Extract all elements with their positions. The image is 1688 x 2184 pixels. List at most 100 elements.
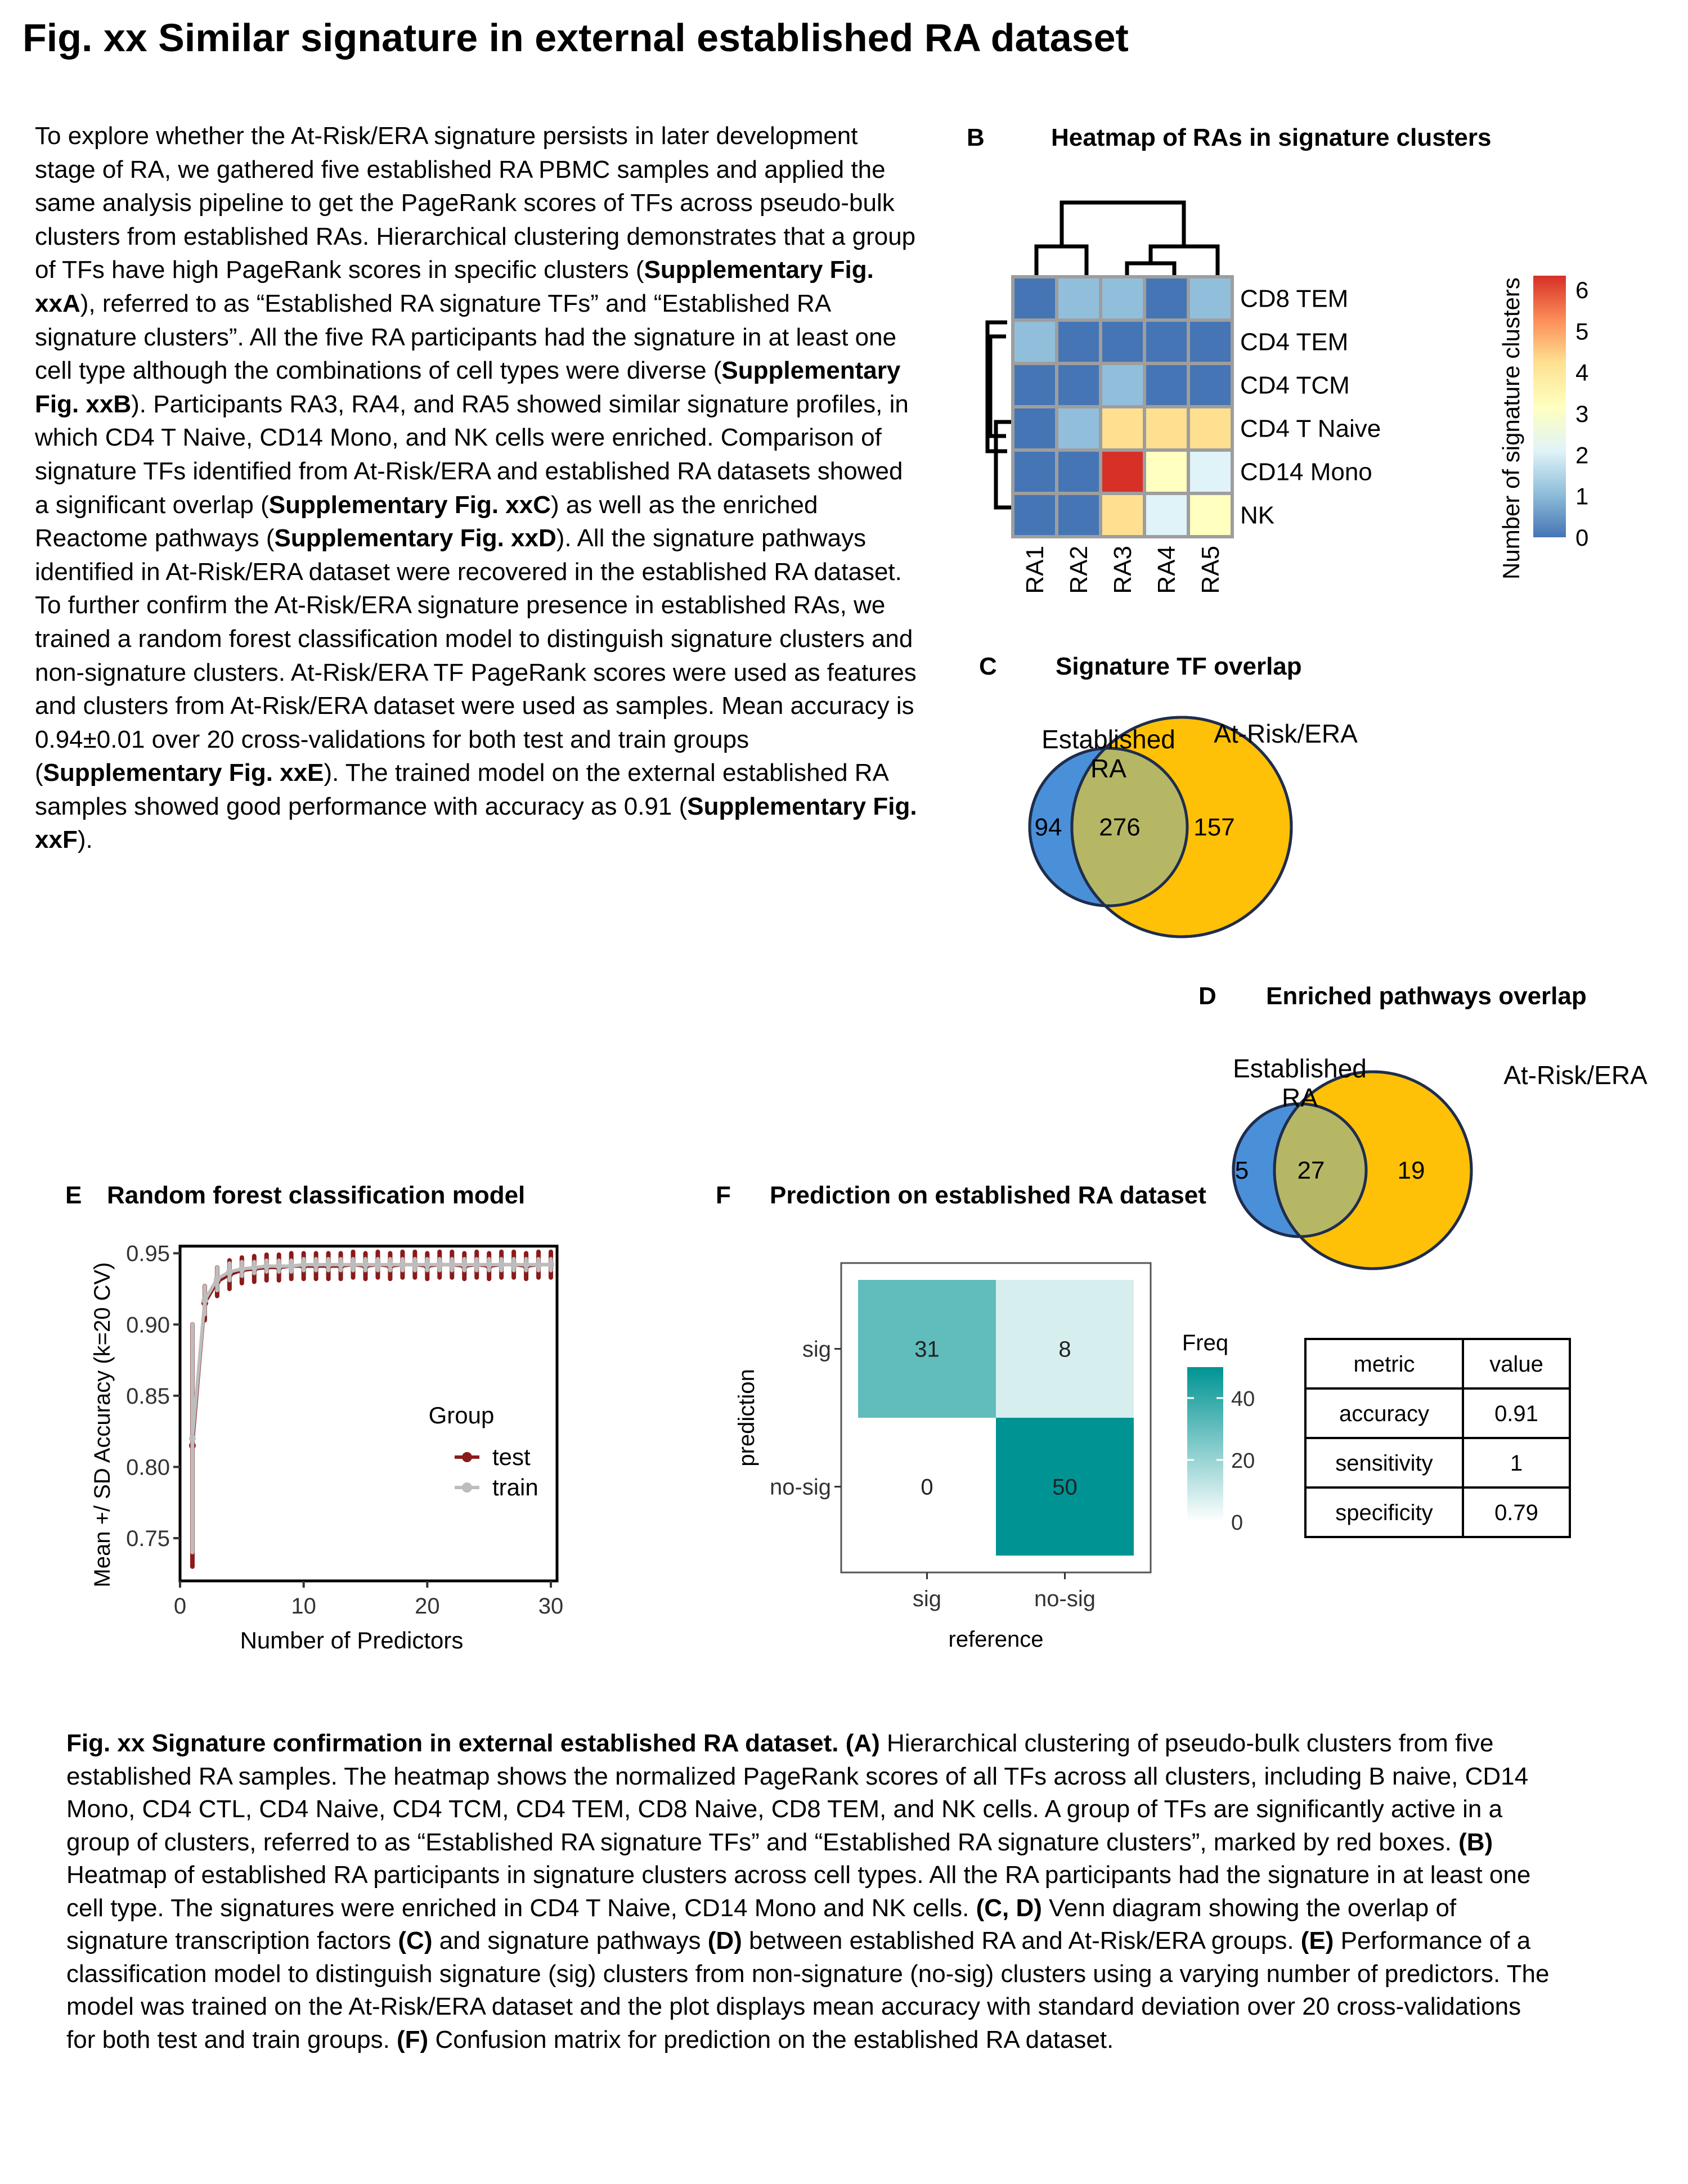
intro-bold-run: Supplementary Fig. xxD bbox=[274, 524, 556, 552]
point-train bbox=[510, 1261, 518, 1268]
panel-c-letter: C bbox=[979, 653, 997, 680]
panel-b-title: Heatmap of RAs in signature clusters bbox=[1051, 124, 1492, 151]
intro-bold-run: Supplementary Fig. xxB bbox=[35, 357, 901, 418]
caption-bold-run: (C) bbox=[398, 1927, 433, 1954]
x-axis-label: Number of Predictors bbox=[240, 1627, 464, 1653]
legend-label: test bbox=[492, 1444, 531, 1470]
confusion-cell-value: 31 bbox=[914, 1337, 940, 1362]
caption-bold-run: (B) bbox=[1458, 1828, 1493, 1856]
heatmap-column-label: RA5 bbox=[1197, 546, 1224, 594]
series-train bbox=[188, 1257, 555, 1554]
color-legend-tick: 0 bbox=[1575, 524, 1588, 551]
intro-text-run: ), referred to as “Established RA signat… bbox=[35, 289, 897, 385]
caption-bold-run: (F) bbox=[397, 2025, 429, 2053]
table-header-cell: value bbox=[1489, 1352, 1543, 1377]
color-legend-tick: 5 bbox=[1575, 318, 1588, 344]
legend-title: Freq bbox=[1182, 1331, 1228, 1355]
table-cell: accuracy bbox=[1339, 1401, 1429, 1426]
point-train bbox=[288, 1262, 295, 1270]
point-train bbox=[300, 1261, 307, 1268]
venn-label-at-risk: At-Risk/ERA bbox=[1503, 1060, 1647, 1090]
table-cell: 1 bbox=[1510, 1451, 1523, 1476]
point-train bbox=[498, 1261, 505, 1268]
point-train bbox=[374, 1261, 381, 1268]
venn-count-established-only: 5 bbox=[1235, 1157, 1249, 1184]
heatmap-row-label: CD14 Mono bbox=[1240, 459, 1372, 486]
panel-d-title: Enriched pathways overlap bbox=[1266, 982, 1587, 1010]
heatmap-cell bbox=[1190, 322, 1231, 362]
heatmap-cell bbox=[1190, 452, 1231, 492]
panel-e-letter: E bbox=[65, 1181, 82, 1209]
heatmap-cell bbox=[1014, 495, 1055, 535]
y-tick-label: 0.85 bbox=[126, 1384, 170, 1409]
legend-swatch-point bbox=[462, 1482, 472, 1493]
color-legend-tick: 3 bbox=[1575, 401, 1588, 427]
color-legend-bar bbox=[1533, 276, 1566, 537]
heatmap-cell bbox=[1014, 365, 1055, 405]
color-legend-title: Number of signature clusters bbox=[1498, 277, 1524, 579]
intro-text-run: To explore whether the At-Risk/ERA signa… bbox=[35, 122, 916, 284]
venn-overlap bbox=[1274, 1104, 1366, 1237]
heatmap-cell bbox=[1014, 322, 1055, 362]
accuracy-line-chart: 0.75 0.80 0.85 0.90 0.95 0 10 20 30 Number of Pre… bbox=[90, 1242, 563, 1653]
heatmap-cell bbox=[1102, 452, 1143, 492]
x-tick-label: 20 bbox=[415, 1594, 440, 1619]
color-legend-tick: 6 bbox=[1575, 277, 1588, 303]
color-legend-ticks: 0 1 2 3 4 5 6 bbox=[1575, 277, 1588, 551]
intro-bold-run: Supplementary Fig. xxC bbox=[268, 491, 551, 519]
legend-gradient-bar bbox=[1187, 1367, 1223, 1522]
caption-text-run: and signature pathways bbox=[432, 1927, 708, 1954]
legend-title: Group bbox=[429, 1402, 495, 1428]
heatmap-cell bbox=[1190, 408, 1231, 448]
caption-text-run: Heatmap of established RA participants i… bbox=[66, 1861, 1531, 1922]
point-train bbox=[387, 1261, 394, 1268]
y-tick-label: 0.95 bbox=[126, 1242, 170, 1266]
heatmap-row-label: CD4 TCM bbox=[1240, 372, 1350, 399]
heatmap-plot: CD8 TEM CD4 TEM CD4 TCM CD4 T Naive CD14 Mon… bbox=[985, 200, 1588, 594]
intro-bold-run: Supplementary Fig. xxA bbox=[35, 256, 874, 317]
point-train bbox=[226, 1268, 233, 1275]
heatmap-cell bbox=[1146, 495, 1187, 535]
heatmap-cell bbox=[1146, 322, 1187, 362]
y-tick-label: 0.75 bbox=[126, 1526, 170, 1551]
heatmap-cell bbox=[1102, 495, 1143, 535]
heatmap-column-label: RA3 bbox=[1109, 546, 1137, 594]
heatmap-cell bbox=[1058, 452, 1099, 492]
x-category-label: sig bbox=[913, 1587, 941, 1611]
venn-count-both: 276 bbox=[1099, 814, 1140, 841]
venn-label-established: Established RA bbox=[1233, 1054, 1367, 1112]
table-cell: specificity bbox=[1335, 1500, 1433, 1525]
legend-tick-label: 20 bbox=[1231, 1449, 1255, 1473]
heatmap-row-label: NK bbox=[1240, 502, 1274, 529]
heatmap-row-label: CD8 TEM bbox=[1240, 285, 1348, 313]
point-train bbox=[424, 1261, 431, 1268]
table-cell: 0.91 bbox=[1494, 1401, 1538, 1426]
caption-text-run: Venn diagram showing the overlap of sign… bbox=[66, 1894, 1457, 1955]
heatmap-cell bbox=[1190, 495, 1231, 535]
heatmap-cell bbox=[1058, 365, 1099, 405]
point-train bbox=[486, 1261, 493, 1268]
caption-bold-run: (D) bbox=[707, 1927, 742, 1954]
heatmap-cell bbox=[1058, 408, 1099, 448]
point-train bbox=[275, 1262, 282, 1270]
y-category-label: sig bbox=[802, 1337, 831, 1362]
heatmap-row-labels: CD8 TEM CD4 TEM CD4 TCM CD4 T Naive CD14 Mon… bbox=[1240, 285, 1381, 529]
heatmap-column-label: RA2 bbox=[1065, 546, 1093, 594]
column-dendrogram bbox=[1034, 200, 1220, 277]
point-train bbox=[325, 1261, 332, 1268]
point-train bbox=[263, 1262, 270, 1270]
figure-caption: Fig. xx Signature confirmation in extern… bbox=[66, 1727, 1552, 2056]
point-train bbox=[399, 1261, 406, 1268]
panel-e-title: Random forest classification model bbox=[107, 1181, 526, 1209]
confusion-cell bbox=[858, 1280, 996, 1418]
point-train bbox=[349, 1261, 357, 1268]
point-train bbox=[448, 1261, 456, 1268]
intro-bold-run: Supplementary Fig. xxE bbox=[43, 759, 324, 787]
caption-text-run: Confusion matrix for prediction on the e… bbox=[428, 2025, 1114, 2053]
point-train bbox=[312, 1261, 320, 1268]
heatmap-cell bbox=[1146, 278, 1187, 318]
venn-label-at-risk: At-Risk/ERA bbox=[1214, 719, 1358, 748]
heatmap-cell bbox=[1190, 278, 1231, 318]
heatmap-cell bbox=[1058, 495, 1099, 535]
y-axis-label: prediction bbox=[734, 1369, 759, 1466]
